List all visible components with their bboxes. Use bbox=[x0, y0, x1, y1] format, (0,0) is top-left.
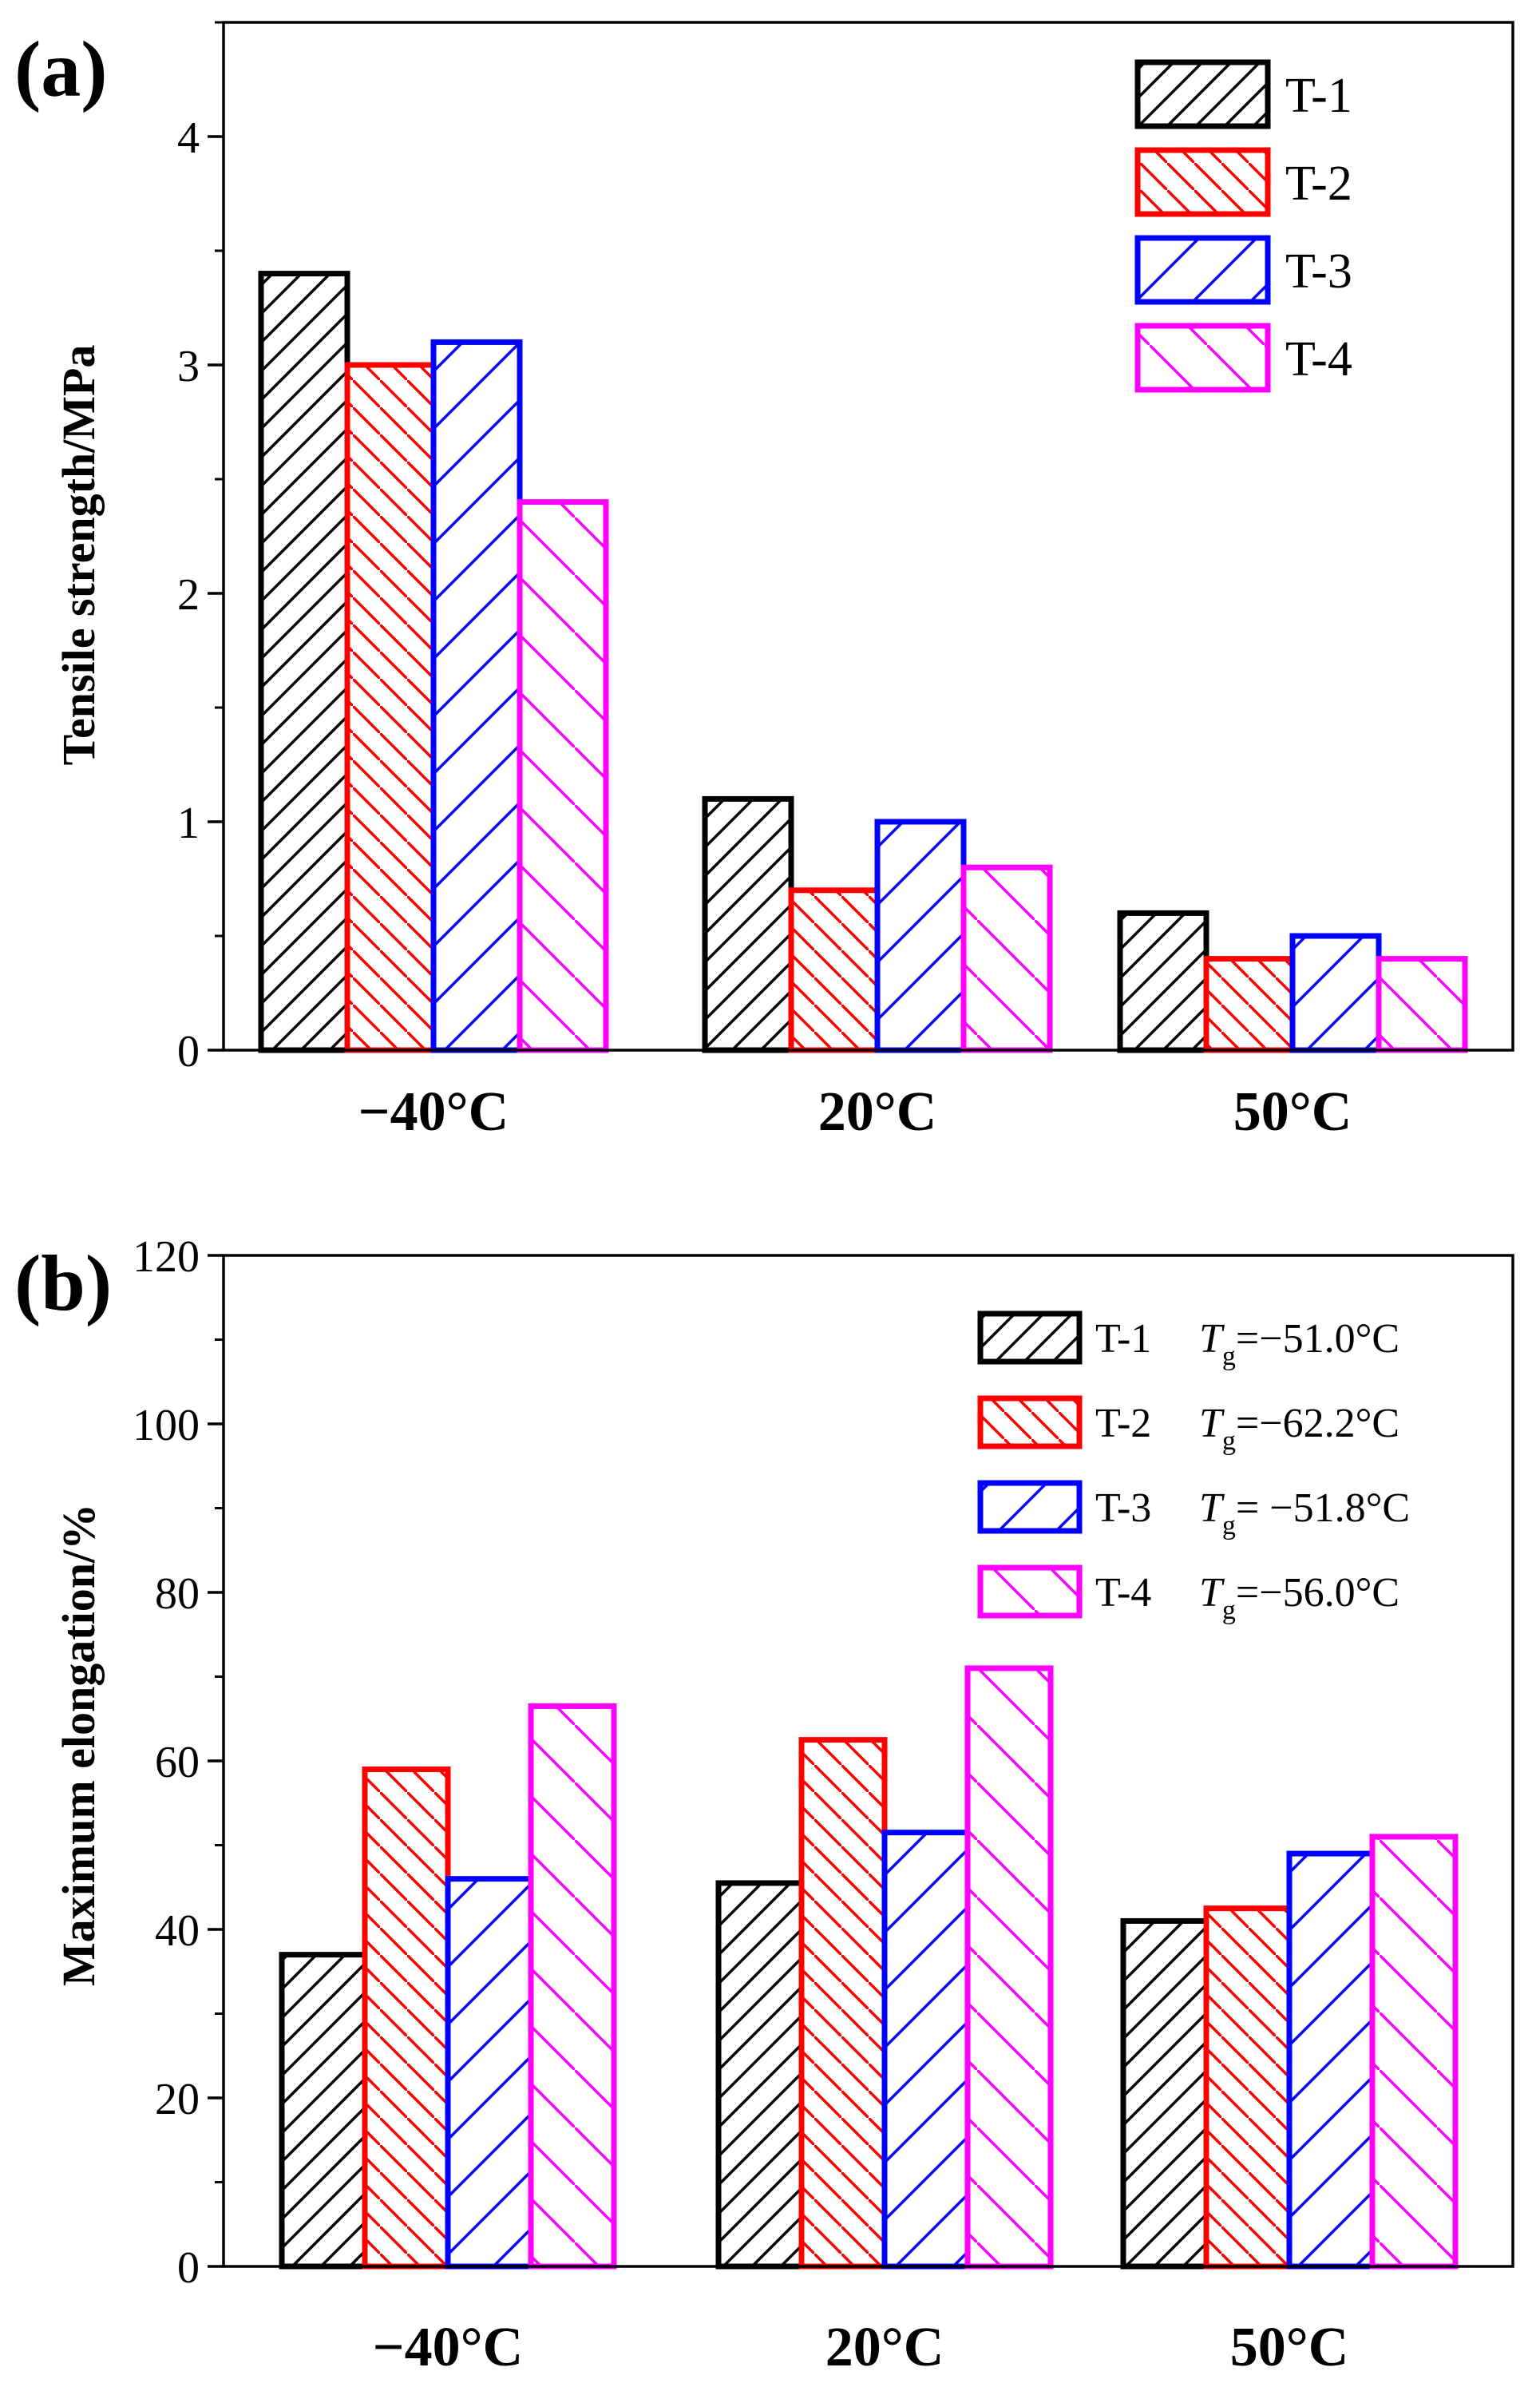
bar-t-4-cat2 bbox=[1369, 1834, 1459, 2270]
panel-b: (b) 0 20 40 60 80 100 120 −40°C 20°C 50°C Maximum… bbox=[14, 1232, 1514, 2378]
y-tick-label: 20 bbox=[155, 2075, 200, 2124]
bar-t-3-cat0 bbox=[430, 339, 523, 1053]
panel-b-axes: 0 20 40 60 80 100 120 −40°C 20°C 50°C bbox=[133, 1232, 1514, 2378]
panel-a-axes: 0 1 2 3 4 −40°C 20°C 50°C bbox=[177, 21, 1514, 1143]
legend-tg-t-3: Tg= −51.8°C bbox=[1199, 1485, 1410, 1540]
panel-a-label: (a) bbox=[14, 25, 108, 113]
legend-label-t-2: T-2 bbox=[1095, 1401, 1151, 1446]
x-category-label: −40°C bbox=[373, 2317, 523, 2378]
bar-t-4-cat0 bbox=[517, 499, 609, 1053]
y-tick-label: 1 bbox=[177, 799, 200, 848]
bar-t-2-cat1 bbox=[788, 887, 881, 1053]
bar-t-4-cat0 bbox=[528, 1703, 617, 2270]
y-tick-label: 2 bbox=[177, 570, 200, 620]
legend-label-t-4: T-4 bbox=[1095, 1570, 1151, 1616]
legend-label-t-4: T-4 bbox=[1285, 332, 1352, 387]
bar-t-2-cat0 bbox=[362, 1766, 451, 2270]
legend-swatch-t-1 bbox=[1134, 59, 1271, 129]
x-category-label: 20°C bbox=[818, 1081, 937, 1143]
y-tick-label: 0 bbox=[177, 2243, 200, 2293]
bar-t-2-cat2 bbox=[1203, 956, 1296, 1053]
legend-label-t-1: T-1 bbox=[1285, 69, 1352, 123]
legend-swatch-t-4 bbox=[977, 1564, 1083, 1619]
y-tick-label: 100 bbox=[133, 1401, 200, 1450]
x-category-label: 50°C bbox=[1233, 1081, 1352, 1143]
legend-label-t-3: T-3 bbox=[1095, 1485, 1151, 1531]
legend-label-t-2: T-2 bbox=[1285, 157, 1352, 211]
bar-t-3-cat2 bbox=[1289, 933, 1382, 1053]
bar-t-4-cat2 bbox=[1376, 956, 1468, 1053]
panel-b-y-axis-title: Maximum elongation/% bbox=[53, 1504, 105, 1986]
plot-frame bbox=[222, 21, 1514, 1052]
x-category-label: 50°C bbox=[1230, 2317, 1349, 2378]
legend-tg-t-4: Tg=−56.0°C bbox=[1199, 1570, 1399, 1625]
y-tick-label: 0 bbox=[177, 1027, 200, 1077]
panel-b-bars bbox=[279, 1665, 1459, 2270]
panel-a-bars bbox=[258, 271, 1468, 1053]
bar-t-1-cat1 bbox=[702, 795, 794, 1053]
x-category-label: 20°C bbox=[825, 2317, 944, 2378]
panel-a: (a) 0 1 2 3 4 −40°C 20°C 50°C Tensile strength/… bbox=[14, 21, 1514, 1143]
y-tick-label: 3 bbox=[177, 342, 200, 391]
legend-swatch-t-2 bbox=[1134, 147, 1271, 217]
legend-tg-t-1: Tg=−51.0°C bbox=[1199, 1316, 1399, 1371]
legend-label-t-1: T-1 bbox=[1095, 1316, 1151, 1362]
legend-swatch-t-3 bbox=[977, 1480, 1083, 1534]
bar-t-1-cat1 bbox=[715, 1880, 805, 2270]
legend-swatch-t-1 bbox=[977, 1310, 1083, 1365]
legend-swatch-t-3 bbox=[1134, 235, 1271, 305]
bar-t-2-cat0 bbox=[344, 362, 437, 1053]
bar-t-4-cat1 bbox=[964, 1665, 1054, 2270]
bar-t-3-cat1 bbox=[874, 819, 967, 1053]
panel-a-y-axis-title: Tensile strength/MPa bbox=[53, 345, 105, 766]
bar-t-1-cat2 bbox=[1120, 1917, 1209, 2270]
legend-label-t-3: T-3 bbox=[1285, 244, 1352, 299]
bar-t-1-cat0 bbox=[279, 1952, 368, 2270]
bar-t-1-cat2 bbox=[1117, 910, 1209, 1053]
bar-t-3-cat0 bbox=[445, 1876, 534, 2270]
bar-t-2-cat1 bbox=[798, 1737, 888, 2270]
y-tick-label: 60 bbox=[155, 1738, 200, 1787]
y-tick-label: 4 bbox=[177, 113, 200, 163]
y-tick-label: 120 bbox=[133, 1232, 200, 1282]
bar-t-2-cat2 bbox=[1203, 1905, 1293, 2270]
y-tick-label: 40 bbox=[155, 1906, 200, 1956]
panel-b-label: (b) bbox=[14, 1239, 112, 1327]
panel-a-legend: T-1 T-2 T-3 T-4 bbox=[1134, 59, 1352, 393]
legend-swatch-t-4 bbox=[1134, 323, 1271, 393]
bar-t-3-cat2 bbox=[1286, 1850, 1376, 2270]
legend-swatch-t-2 bbox=[977, 1395, 1083, 1449]
panel-b-legend: T-1 Tg=−51.0°C T-2 Tg=−62.2°C T-3 Tg= −51.8°C… bbox=[977, 1310, 1410, 1625]
bar-t-1-cat0 bbox=[258, 271, 350, 1053]
legend-tg-t-2: Tg=−62.2°C bbox=[1199, 1401, 1399, 1456]
x-category-label: −40°C bbox=[358, 1081, 509, 1143]
bar-t-4-cat1 bbox=[960, 864, 1053, 1053]
bar-t-3-cat1 bbox=[881, 1830, 971, 2270]
y-tick-label: 80 bbox=[155, 1569, 200, 1619]
